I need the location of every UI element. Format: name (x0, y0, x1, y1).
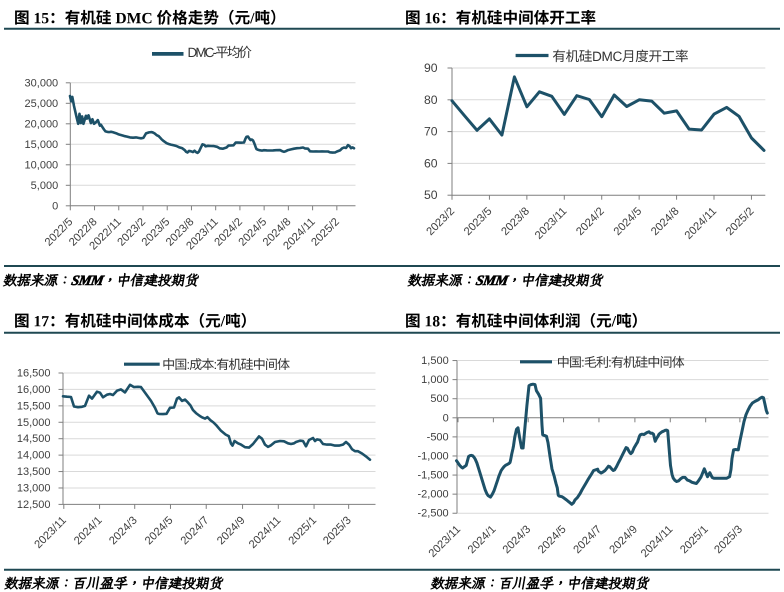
svg-text:15,000: 15,000 (25, 139, 59, 151)
svg-text:5,000: 5,000 (31, 180, 59, 192)
svg-text:-1,500: -1,500 (417, 470, 448, 482)
svg-text:70: 70 (424, 125, 438, 139)
svg-text:50: 50 (424, 188, 438, 202)
svg-text:14,500: 14,500 (17, 433, 51, 445)
svg-text:12,500: 12,500 (17, 499, 51, 511)
svg-text:13,000: 13,000 (17, 482, 51, 494)
svg-text:500: 500 (430, 393, 448, 405)
svg-text:10,000: 10,000 (25, 159, 59, 171)
svg-text:-2,000: -2,000 (417, 489, 448, 501)
svg-text:0: 0 (443, 412, 449, 424)
svg-text:-500: -500 (427, 431, 449, 443)
svg-text:14,000: 14,000 (17, 450, 51, 462)
svg-text:16,000: 16,000 (17, 384, 51, 396)
svg-text:13,500: 13,500 (17, 466, 51, 478)
svg-text:1,500: 1,500 (421, 355, 449, 367)
svg-text:15,500: 15,500 (17, 400, 51, 412)
svg-text:60: 60 (424, 156, 438, 170)
svg-text:20,000: 20,000 (25, 118, 59, 130)
svg-text:80: 80 (424, 93, 438, 107)
svg-text:15,000: 15,000 (17, 417, 51, 429)
svg-text:90: 90 (424, 61, 438, 75)
svg-text:-2,500: -2,500 (417, 508, 448, 520)
svg-text:25,000: 25,000 (25, 98, 59, 110)
svg-text:1,000: 1,000 (421, 374, 449, 386)
svg-text:0: 0 (52, 200, 58, 212)
svg-text:-1,000: -1,000 (417, 450, 448, 462)
svg-text:30,000: 30,000 (25, 77, 59, 89)
svg-text:16,500: 16,500 (17, 368, 51, 380)
